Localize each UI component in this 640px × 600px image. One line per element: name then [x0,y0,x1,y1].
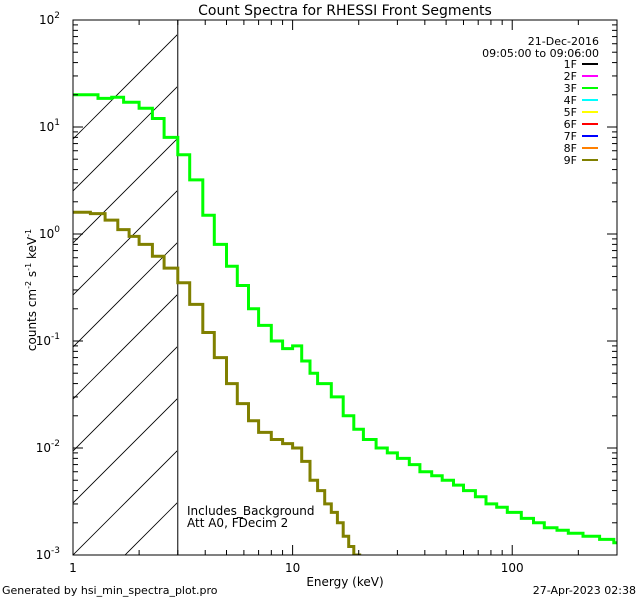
attenuator-hatch [73,34,177,555]
legend-label: 3F [564,82,577,95]
y-tick-label: 10-2 [36,439,60,455]
footer-timestamp: 27-Apr-2023 02:38 [532,584,636,597]
hatch-line [73,242,177,348]
series-9F [73,210,362,555]
y-axis-label: counts cm-2 s-1 keV-1 [24,229,39,351]
legend-label: 6F [564,118,577,131]
time-range-label: 09:05:00 to 09:06:00 [482,47,599,60]
legend-label: 2F [564,70,577,83]
annotation-background: Includes_Background [187,504,315,518]
legend-label: 4F [564,94,577,107]
chart-title: Count Spectra for RHESSI Front Segments [198,3,492,19]
annotation-attenuator: Att A0, FDecim 2 [187,516,288,530]
x-tick-label: 10 [285,561,300,575]
y-tick-label: 10-1 [36,332,60,348]
legend-label: 8F [564,142,577,155]
x-tick-label: 100 [501,561,524,575]
hatch-line [73,398,177,504]
plot-frame [72,19,618,556]
hatch-line [73,34,177,140]
legend-label: 9F [564,154,577,167]
y-tick-label: 102 [39,11,60,27]
x-axis-label: Energy (keV) [306,575,383,589]
legend-label: 1F [564,58,577,71]
footer-generator: Generated by hsi_min_spectra_plot.pro [2,584,218,597]
legend-label: 7F [564,130,577,143]
hatch-line [73,190,177,296]
hatch-line [73,450,177,555]
date-label: 21-Dec-2016 [528,35,599,48]
y-tick-label: 100 [39,225,60,241]
series-3F [73,93,617,545]
hatch-line [73,86,177,192]
y-tick-label: 101 [39,118,60,134]
x-tick-label: 1 [69,561,77,575]
y-tick-label: 10-3 [36,546,60,562]
legend-label: 5F [564,106,577,119]
